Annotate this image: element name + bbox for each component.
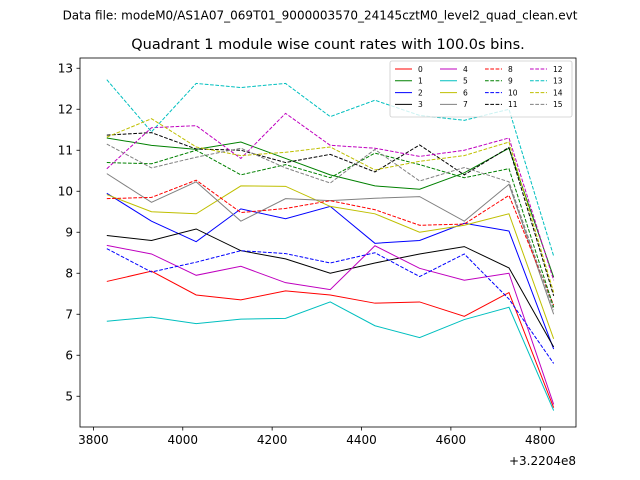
series-line-1 — [106, 137, 555, 278]
chart-title: Quadrant 1 module wise count rates with … — [131, 37, 525, 53]
y-tick-label-12: 12 — [58, 103, 73, 117]
series-line-15 — [106, 143, 555, 311]
legend-label-10: 10 — [508, 88, 518, 97]
legend-label-15: 15 — [553, 100, 563, 109]
series-line-14 — [106, 118, 555, 293]
legend-label-6: 6 — [463, 88, 468, 97]
figure-suptitle: Data file: modeM0/AS1A07_069T01_90000035… — [63, 9, 578, 23]
x-tick-label-4400: 4400 — [346, 433, 377, 447]
legend-label-3: 3 — [418, 100, 423, 109]
series-line-10 — [106, 248, 555, 364]
x-tick-label-4000: 4000 — [168, 433, 199, 447]
y-tick-label-7: 7 — [65, 308, 73, 322]
legend-label-14: 14 — [553, 88, 563, 97]
series-line-8 — [106, 179, 555, 306]
x-tick-label-4200: 4200 — [257, 433, 288, 447]
plot-frame — [79, 57, 577, 428]
legend-label-0: 0 — [418, 65, 423, 74]
y-tick-label-6: 6 — [65, 349, 73, 363]
series-line-6 — [106, 185, 555, 340]
legend-label-1: 1 — [418, 77, 423, 86]
legend-label-8: 8 — [508, 65, 513, 74]
x-tick-label-3800: 3800 — [78, 433, 109, 447]
legend-label-11: 11 — [508, 100, 518, 109]
series-line-3 — [106, 228, 555, 348]
legend-label-4: 4 — [463, 65, 468, 74]
y-tick-label-13: 13 — [58, 62, 73, 76]
series-layer — [106, 79, 555, 411]
legend-label-2: 2 — [418, 88, 423, 97]
axes: 3800 4000 4200 4400 4600 4800+3.2204e85678910… — [58, 57, 577, 468]
legend-label-13: 13 — [553, 77, 563, 86]
y-tick-label-9: 9 — [65, 226, 73, 240]
series-line-12 — [106, 112, 555, 281]
y-tick-label-8: 8 — [65, 267, 73, 281]
series-line-2 — [106, 192, 555, 350]
series-line-9 — [106, 149, 555, 308]
series-line-7 — [106, 173, 555, 315]
x-tick-label-4800: 4800 — [525, 433, 556, 447]
y-tick-label-5: 5 — [65, 390, 73, 404]
x-offset-label: +3.2204e8 — [509, 454, 576, 468]
x-tick-label-4600: 4600 — [436, 433, 467, 447]
legend-label-5: 5 — [463, 77, 468, 86]
legend-label-7: 7 — [463, 100, 468, 109]
y-tick-label-10: 10 — [58, 185, 73, 199]
legend-label-9: 9 — [508, 77, 513, 86]
legend-box — [389, 60, 573, 118]
series-line-0 — [106, 270, 555, 408]
series-line-11 — [106, 132, 555, 296]
legend-label-12: 12 — [553, 65, 563, 74]
y-tick-label-11: 11 — [58, 144, 73, 158]
series-line-4 — [106, 244, 555, 405]
series-line-5 — [106, 301, 555, 411]
